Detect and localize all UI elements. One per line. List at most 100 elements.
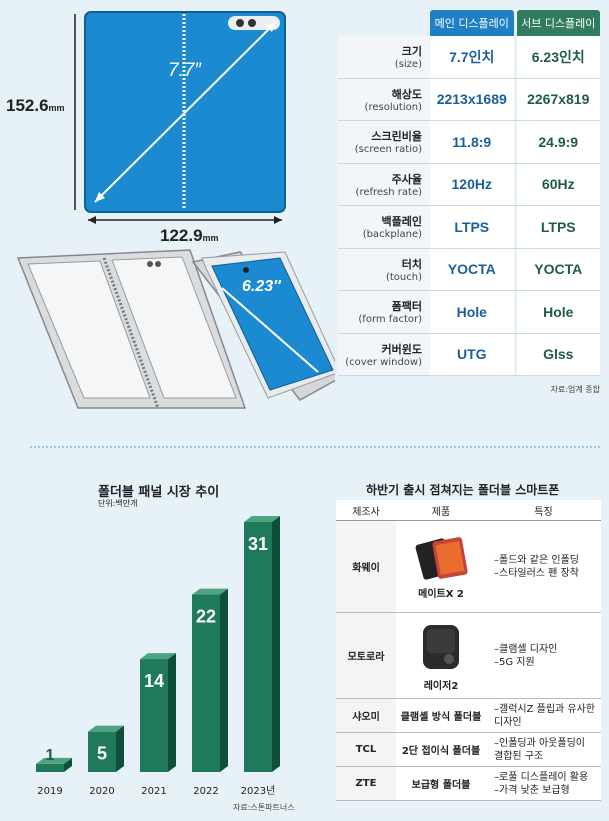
open-device-hinge xyxy=(102,257,160,409)
cover-diagonal-arrow xyxy=(221,287,319,373)
product-cell: 레이저2 xyxy=(396,612,486,699)
bar-value-label: 31 xyxy=(248,534,268,554)
spec-main-value: 11.8:9 xyxy=(430,121,514,163)
col-main-display: 메인 디스플레이 xyxy=(430,10,514,36)
market-title: 하반기 출시 점쳐지는 폴더블 스마트폰 xyxy=(366,483,560,497)
market-row: TCL 2단 접이식 폴더블 –인폴딩과 아웃폴딩이 결합된 구조 xyxy=(336,732,601,767)
product-cell: 보급형 폴더블 xyxy=(396,766,486,801)
product-name: 보급형 폴더블 xyxy=(411,780,471,791)
spec-label-ko: 폼팩터 xyxy=(391,300,422,314)
spec-main-value: Hole xyxy=(430,291,514,333)
feature-line: –인폴딩과 아웃폴딩이 xyxy=(494,737,585,749)
bar-side xyxy=(116,725,124,772)
product-name: 레이저2 xyxy=(423,681,459,692)
diagonal-arrow xyxy=(94,21,277,203)
feature-line: –로풀 디스플레이 활용 xyxy=(494,771,589,783)
main-diagonal-label: 7.7″ xyxy=(168,60,202,81)
category-label: 2020 xyxy=(89,786,114,797)
spec-label-en: (screen ratio) xyxy=(354,144,422,156)
spec-label: 주사율 (refresh rate) xyxy=(338,163,430,205)
bar-side xyxy=(272,516,280,772)
header-features: 특징 xyxy=(486,500,601,521)
spec-label-en: (refresh rate) xyxy=(355,186,422,198)
market-row: 모토로라 레이저2 –클램셸 디자인 –5G 지원 xyxy=(336,612,601,699)
spec-row: 주사율 (refresh rate) 120Hz 60Hz xyxy=(338,163,600,206)
spec-sub-value: 24.9:9 xyxy=(516,121,600,163)
bar-value-label: 22 xyxy=(196,607,216,627)
arrow-head-icon xyxy=(95,192,105,202)
bar-chart: 1 2019 5 2020 14 2021 22 2022 31 2023년 xyxy=(36,516,280,797)
arrow-head-icon xyxy=(266,22,276,32)
chart-title: 폴더블 패널 시장 추이 xyxy=(98,485,220,500)
spec-main-value: YOCTA xyxy=(430,248,514,290)
spec-sub-value: YOCTA xyxy=(516,248,600,290)
spec-row: 커버윈도 (cover window) UTG Glss xyxy=(338,333,600,376)
spec-label-ko: 백플레인 xyxy=(381,215,422,229)
spec-table: 메인 디스플레이 서브 디스플레이 크기 (size) 7.7인치 6.23인치 해상도… xyxy=(338,10,600,395)
spec-row: 스크린비율 (screen ratio) 11.8:9 24.9:9 xyxy=(338,121,600,164)
phone-image xyxy=(415,537,468,580)
feature-line: –가격 낮춘 보급형 xyxy=(494,784,570,796)
spec-main-value: 120Hz xyxy=(430,163,514,205)
spec-label-ko: 터치 xyxy=(401,257,422,271)
spec-main-value: 7.7인치 xyxy=(430,36,514,78)
spec-label-ko: 크기 xyxy=(401,45,422,59)
features-cell: –로풀 디스플레이 활용 –가격 낮춘 보급형 xyxy=(486,766,601,801)
camera-lens-icon xyxy=(236,19,244,27)
spec-sub-value: 6.23인치 xyxy=(516,36,600,78)
width-value: 122.9 xyxy=(160,226,203,245)
height-unit: mm xyxy=(48,103,65,113)
bar-side xyxy=(168,653,176,772)
header-product: 제품 xyxy=(396,500,486,521)
bar-value-label: 1 xyxy=(46,747,55,764)
col-sub-display: 서브 디스플레이 xyxy=(516,10,600,36)
market-row: 화웨이 메이트X 2 –폴드와 같은 인폴딩 –스타일러스 펜 장착 xyxy=(336,520,601,613)
market-table-header: 제조사 제품 특징 xyxy=(336,500,601,521)
spec-row: 폼팩터 (form factor) Hole Hole xyxy=(338,291,600,334)
spec-main-value: 2213x1689 xyxy=(430,78,514,120)
feature-line: –갤럭시Z 플립과 유사한 xyxy=(494,703,596,715)
spec-sub-value: Glss xyxy=(516,333,600,375)
maker-cell: 모토로라 xyxy=(336,612,396,699)
bar-value-label: 14 xyxy=(144,671,164,691)
spec-label-ko: 스크린비율 xyxy=(371,130,422,144)
product-cell: 클램셸 방식 폴더블 xyxy=(396,698,486,733)
category-label: 2021 xyxy=(141,786,166,797)
bar-top xyxy=(140,653,176,660)
spec-label-en: (backplane) xyxy=(362,229,422,241)
width-unit: mm xyxy=(202,233,219,243)
market-table: 제조사 제품 특징 화웨이 메이트X 2 –폴드와 같은 인폴딩 –스타일러스 펜 장… xyxy=(336,500,601,801)
bar-top xyxy=(244,516,280,522)
spec-main-value: LTPS xyxy=(430,206,514,248)
spec-label: 백플레인 (backplane) xyxy=(338,206,430,248)
camera-lens-icon xyxy=(243,267,249,273)
spec-row: 백플레인 (backplane) LTPS LTPS xyxy=(338,206,600,249)
category-label: 2023년 xyxy=(241,785,276,797)
spec-label: 스크린비율 (screen ratio) xyxy=(338,121,430,163)
spec-row: 크기 (size) 7.7인치 6.23인치 xyxy=(338,36,600,79)
maker-cell: TCL xyxy=(336,732,396,767)
feature-line: 디자인 xyxy=(494,716,522,728)
chart-source: 자료:스톤파트너스 xyxy=(233,803,295,812)
product-cell: 2단 접이식 폴더블 xyxy=(396,732,486,767)
phone-image xyxy=(423,625,459,669)
maker-cell: 화웨이 xyxy=(336,520,396,613)
height-value: 152.6 xyxy=(6,96,49,115)
feature-line: –스타일러스 펜 장착 xyxy=(494,567,579,579)
spec-source: 자료:업계 종합 xyxy=(550,385,600,394)
feature-line: –폴드와 같은 인폴딩 xyxy=(494,554,579,566)
bar-2022 xyxy=(192,594,220,772)
bar-2020 xyxy=(88,731,116,772)
spec-main-value: UTG xyxy=(430,333,514,375)
product-name: 클램셸 방식 폴더블 xyxy=(400,712,482,723)
height-label: 152.6mm xyxy=(6,96,65,116)
spec-label: 터치 (touch) xyxy=(338,248,430,290)
header-maker: 제조사 xyxy=(336,500,396,521)
spec-label: 커버윈도 (cover window) xyxy=(338,333,430,375)
spec-label: 크기 (size) xyxy=(338,36,430,78)
product-name: 2단 접이식 폴더블 xyxy=(401,746,481,757)
spec-label: 폼팩터 (form factor) xyxy=(338,291,430,333)
bar-2019 xyxy=(36,763,64,772)
bar-side xyxy=(64,757,72,772)
spec-sub-value: LTPS xyxy=(516,206,600,248)
